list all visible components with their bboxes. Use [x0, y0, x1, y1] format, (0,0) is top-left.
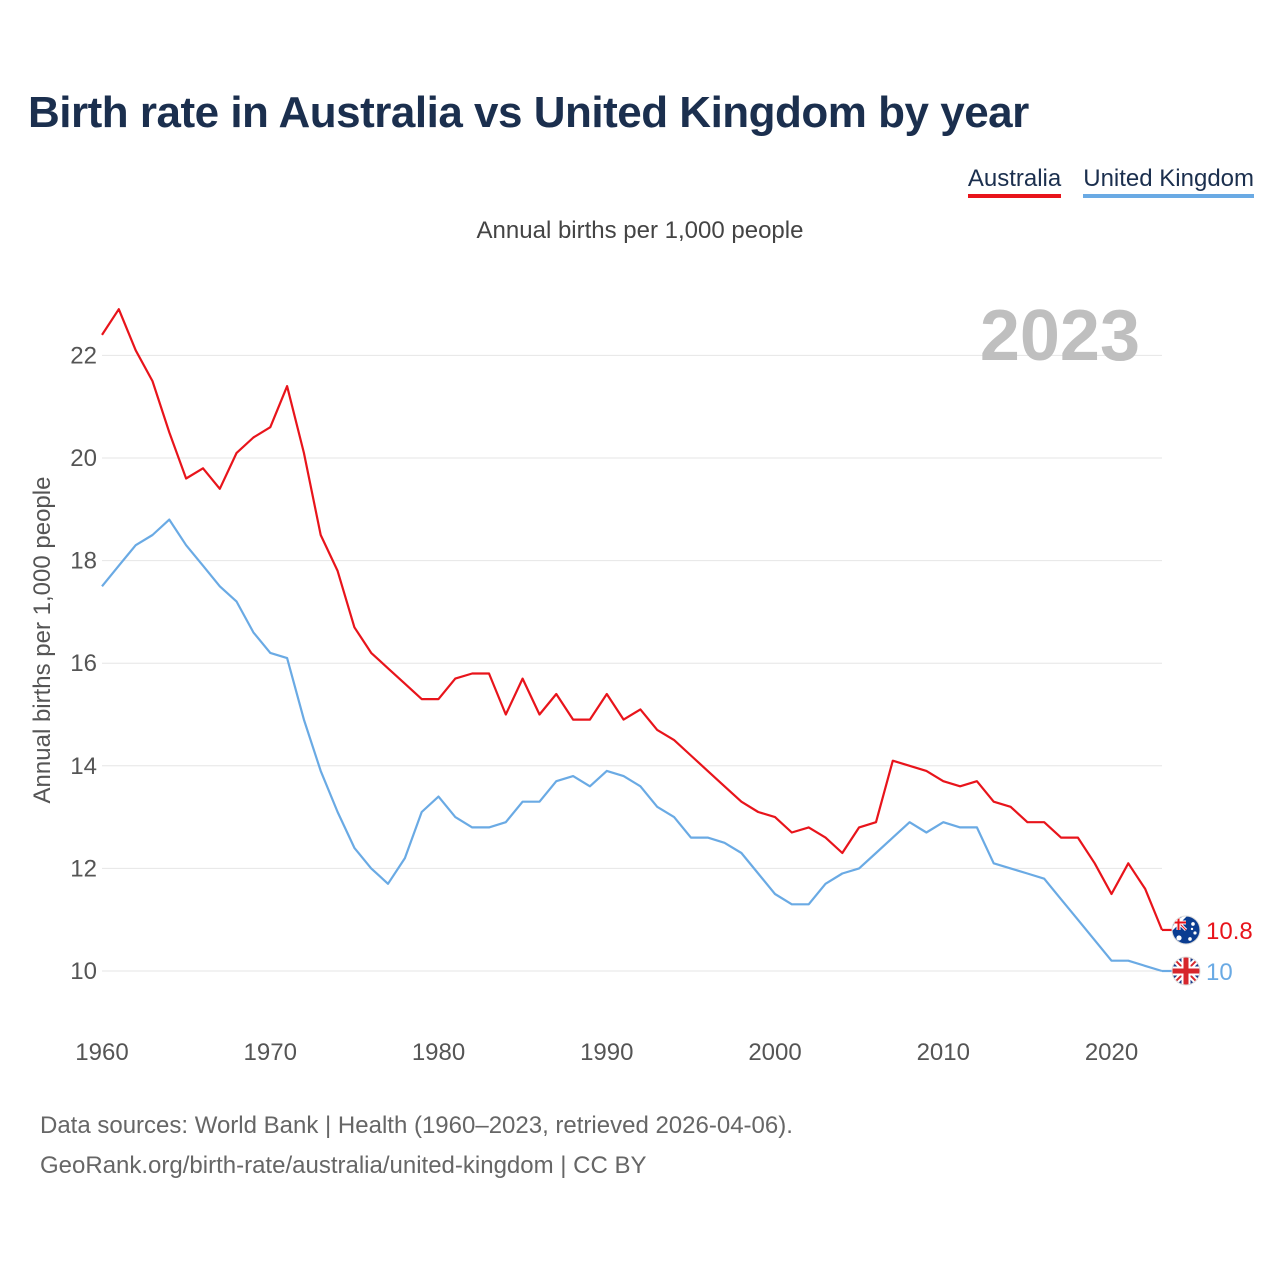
source-link[interactable]: GeoRank.org/birth-rate/australia/united-…: [40, 1152, 647, 1179]
endpoint-australia: 10.8: [1162, 915, 1253, 945]
legend: Australia United Kingdom: [967, 166, 1254, 198]
y-tick-label: 18: [70, 548, 97, 575]
legend-item-united-kingdom[interactable]: United Kingdom: [1083, 166, 1254, 198]
end-value-label: 10.8: [1206, 918, 1253, 945]
united-kingdom-flag-icon: [1171, 956, 1201, 986]
x-tick-label: 1970: [244, 1039, 297, 1066]
end-value-label: 10: [1206, 959, 1233, 986]
x-tick-label: 1980: [412, 1039, 465, 1066]
gridlines: [102, 354, 1162, 972]
x-axis-ticks: 1960 1970 1980 1990 2000 2010 2020: [75, 1039, 1138, 1066]
x-tick-label: 1990: [580, 1039, 633, 1066]
chart-subtitle: Annual births per 1,000 people: [476, 217, 804, 244]
y-tick-label: 10: [70, 958, 97, 985]
x-tick-label: 2010: [917, 1039, 970, 1066]
y-tick-label: 12: [70, 855, 97, 882]
legend-item-australia[interactable]: Australia: [967, 166, 1062, 198]
australia-flag-icon: [1171, 915, 1201, 945]
series-endpoints: 10.8 10: [1162, 915, 1253, 986]
series-line-australia[interactable]: [101, 308, 1164, 931]
current-year-label: 2023: [980, 296, 1140, 376]
y-axis-ticks: 10 12 14 16 18 20 22: [70, 342, 97, 985]
y-tick-label: 20: [70, 445, 97, 472]
x-tick-label: 2000: [748, 1039, 801, 1066]
x-tick-label: 1960: [75, 1039, 128, 1066]
y-tick-label: 14: [70, 753, 97, 780]
series-line-united-kingdom[interactable]: [101, 518, 1163, 973]
x-tick-label: 2020: [1085, 1039, 1138, 1066]
y-axis-label: Annual births per 1,000 people: [29, 477, 56, 804]
y-tick-label: 16: [70, 650, 97, 677]
endpoint-united-kingdom: 10: [1162, 956, 1233, 986]
data-source-note: Data sources: World Bank | Health (1960–…: [40, 1112, 793, 1139]
y-tick-label: 22: [70, 342, 97, 369]
footer: Data sources: World Bank | Health (1960–…: [40, 1106, 793, 1186]
series-lines: [101, 308, 1164, 973]
chart-title: Birth rate in Australia vs United Kingdo…: [28, 88, 1029, 137]
